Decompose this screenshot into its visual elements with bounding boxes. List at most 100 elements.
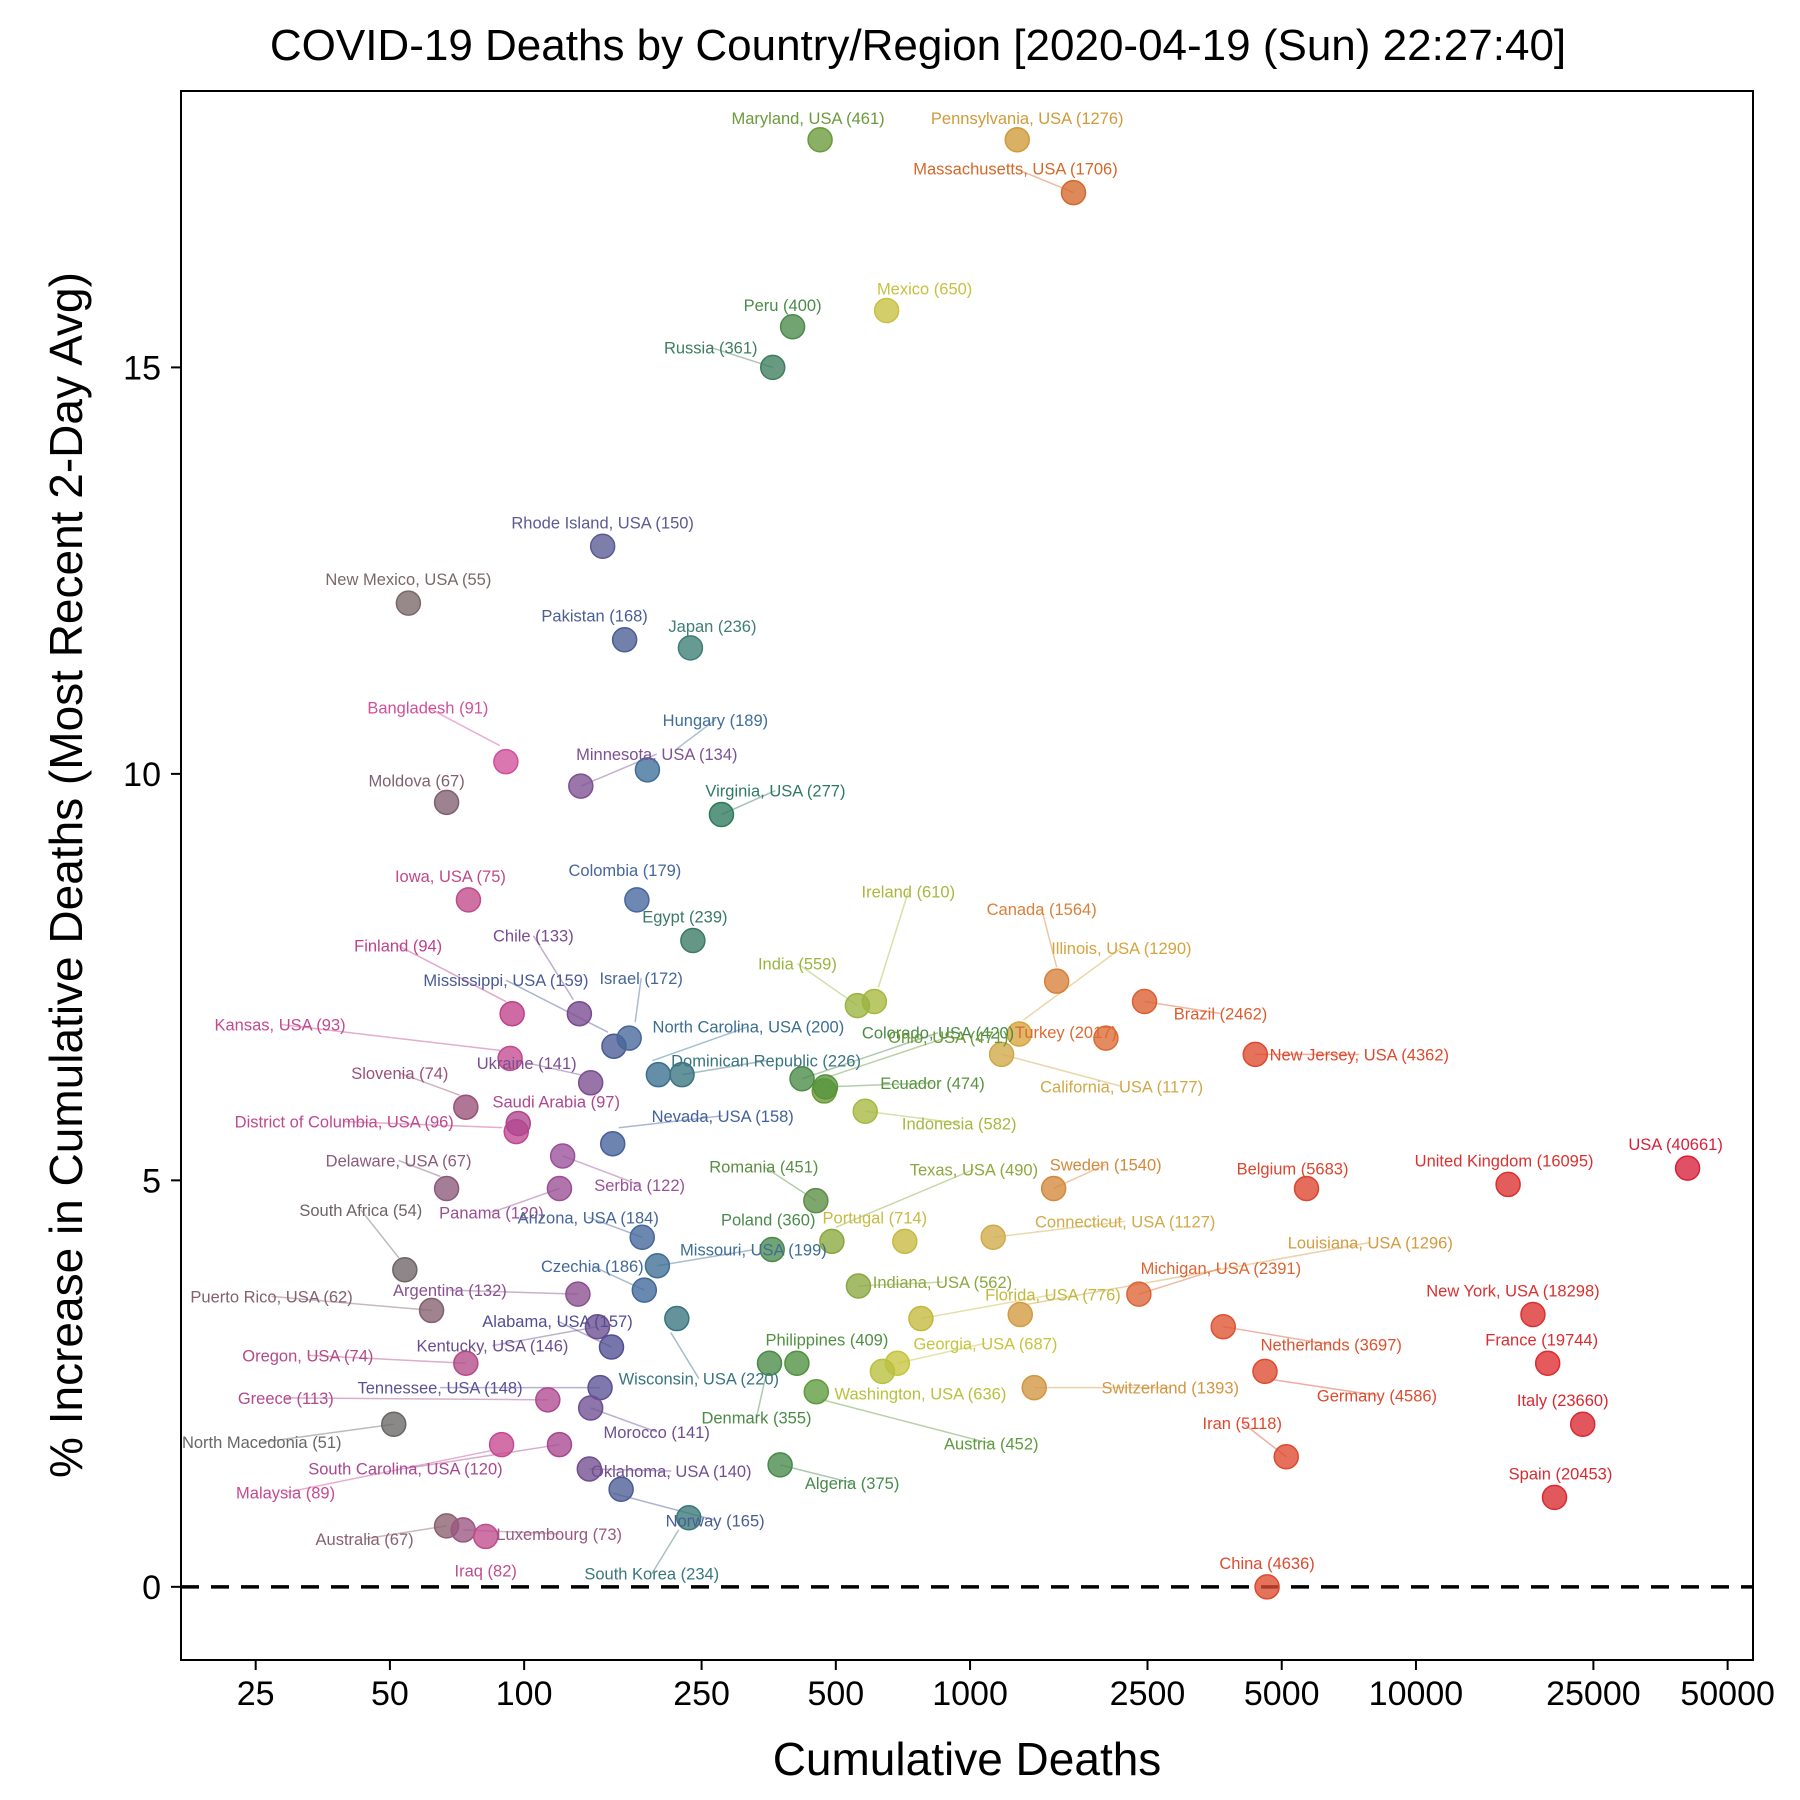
data-label: North Macedonia (51) xyxy=(182,1434,342,1452)
data-point xyxy=(599,1131,626,1157)
data-label: Maryland, USA (461) xyxy=(732,110,885,128)
leader-line xyxy=(670,1332,700,1379)
data-point xyxy=(1293,1175,1320,1202)
data-label: Ecuador (474) xyxy=(880,1075,985,1093)
data-label: Nevada, USA (158) xyxy=(652,1108,794,1126)
data-point xyxy=(455,887,482,913)
data-point-layer xyxy=(381,127,1701,1600)
data-point xyxy=(1021,1374,1047,1401)
data-point xyxy=(1126,1281,1152,1307)
data-label: Indonesia (582) xyxy=(902,1115,1017,1133)
data-point xyxy=(549,1143,576,1169)
data-label: Iran (5118) xyxy=(1202,1415,1282,1433)
data-label: Oklahoma, USA (140) xyxy=(591,1463,752,1481)
leader-line xyxy=(492,1325,598,1347)
data-point xyxy=(546,1431,573,1458)
data-point xyxy=(565,1281,591,1307)
leader-line xyxy=(822,1398,992,1445)
data-point xyxy=(497,1045,523,1072)
data-label: Bangladesh (91) xyxy=(367,700,488,718)
data-label: Belgium (5683) xyxy=(1237,1160,1349,1178)
leader-line xyxy=(398,1159,441,1178)
data-point xyxy=(433,1175,460,1202)
leader-line xyxy=(681,1059,767,1076)
data-point xyxy=(852,1098,878,1125)
leader-line xyxy=(505,979,609,1033)
data-point xyxy=(568,773,594,799)
data-label: Brazil (2462) xyxy=(1174,1006,1268,1024)
y-axis-title: % Increase in Cumulative Deaths (Most Re… xyxy=(40,272,92,1478)
leader-line xyxy=(801,1032,939,1080)
x-tick-label: 25000 xyxy=(1546,1675,1641,1713)
x-tick-label: 100 xyxy=(496,1675,553,1713)
x-tick-label: 500 xyxy=(807,1675,864,1713)
data-label: Colorado, USA (420) xyxy=(862,1025,1014,1043)
data-point xyxy=(472,1523,499,1550)
data-point xyxy=(1254,1574,1280,1600)
data-label: South Korea (234) xyxy=(584,1566,719,1584)
data-point xyxy=(392,1257,418,1283)
data-point xyxy=(488,1431,515,1458)
data-point xyxy=(631,1277,658,1303)
x-tick-label: 25 xyxy=(237,1675,275,1713)
data-point xyxy=(759,1236,785,1263)
data-point xyxy=(669,1061,695,1088)
data-label-layer: Maryland, USA (461) Pennsylvania, USA (12… xyxy=(182,110,1723,1584)
data-point xyxy=(381,1411,407,1437)
leader-line xyxy=(285,1449,492,1494)
data-point xyxy=(418,1297,445,1324)
leader-line xyxy=(897,1342,986,1365)
data-label: Pennsylvania, USA (1276) xyxy=(931,110,1124,128)
data-point xyxy=(1242,1041,1269,1068)
data-point xyxy=(756,1350,783,1377)
data-label: Denmark (355) xyxy=(701,1409,811,1427)
data-label: Italy (23660) xyxy=(1517,1392,1609,1410)
data-label: Washington, USA (636) xyxy=(835,1385,1007,1403)
data-label: Switzerland (1393) xyxy=(1101,1380,1239,1398)
data-label: Virginia, USA (277) xyxy=(705,783,845,801)
y-tick-label: 0 xyxy=(142,1569,161,1607)
leader-line xyxy=(307,1354,466,1365)
data-point xyxy=(493,748,519,775)
leader-line xyxy=(532,935,575,1001)
data-point xyxy=(395,590,422,616)
data-label: Canada (1564) xyxy=(987,901,1097,919)
data-label: Morocco (141) xyxy=(603,1424,709,1442)
leader-line xyxy=(1040,908,1058,968)
data-label: Austria (452) xyxy=(944,1436,1038,1454)
data-label: Greece (113) xyxy=(238,1390,334,1408)
data-point xyxy=(812,1074,839,1100)
leader-line xyxy=(877,891,910,988)
data-label: Michigan, USA (2391) xyxy=(1141,1260,1302,1278)
data-label: Ireland (610) xyxy=(862,884,956,902)
data-label: Mexico (650) xyxy=(877,280,972,298)
leader-line xyxy=(674,719,716,751)
x-tick-label: 250 xyxy=(673,1675,730,1713)
data-label: Colombia (179) xyxy=(568,862,681,880)
x-tick-label: 10000 xyxy=(1369,1675,1464,1713)
x-tick-label: 50 xyxy=(371,1675,409,1713)
data-point xyxy=(1004,127,1030,153)
data-label: South Africa (54) xyxy=(299,1202,422,1220)
data-point xyxy=(677,635,704,661)
data-label: Germany (4586) xyxy=(1317,1387,1437,1405)
data-label: Finland (94) xyxy=(354,938,442,956)
data-label: Russia (361) xyxy=(664,339,758,357)
data-label: Algeria (375) xyxy=(805,1475,899,1493)
data-label: Illinois, USA (1290) xyxy=(1051,940,1191,958)
data-label: Oregon, USA (74) xyxy=(242,1347,373,1365)
data-point xyxy=(589,533,616,560)
leader-line xyxy=(828,1036,949,1078)
data-label: Kansas, USA (93) xyxy=(215,1016,346,1034)
data-point xyxy=(676,1504,702,1531)
data-point xyxy=(1006,1021,1033,1047)
data-label: Delaware, USA (67) xyxy=(326,1152,472,1170)
data-point xyxy=(616,1025,642,1051)
data-label: Spain (20453) xyxy=(1509,1465,1613,1483)
x-tick-label: 5000 xyxy=(1244,1675,1320,1713)
leader-line xyxy=(364,1525,447,1540)
y-tick-label: 5 xyxy=(142,1162,161,1200)
data-label: Romania (451) xyxy=(709,1159,818,1177)
data-label: Serbia (122) xyxy=(594,1177,685,1195)
